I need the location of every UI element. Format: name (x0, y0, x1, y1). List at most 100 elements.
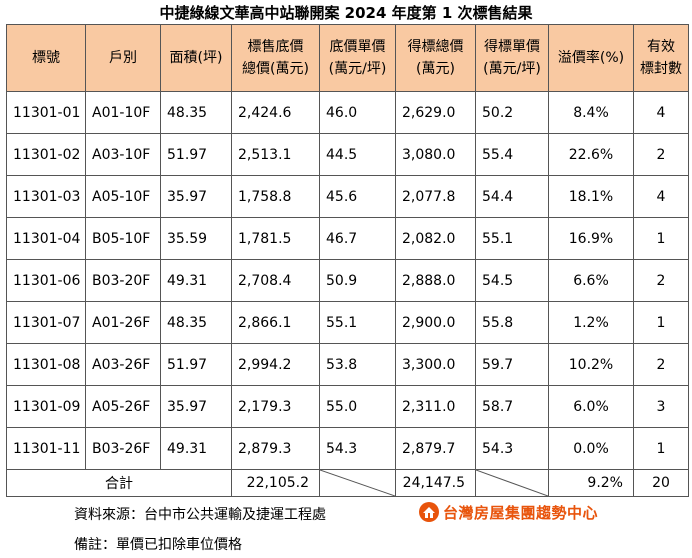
unit: A03-10F (85, 133, 161, 176)
base-unit-price: 46.0 (319, 91, 396, 134)
area: 35.59 (160, 217, 232, 260)
base-total-price: 2,424.6 (231, 91, 320, 134)
unit: A03-26F (85, 343, 161, 386)
base-unit-price: 55.0 (319, 385, 396, 428)
lot-number: 11301-11 (6, 427, 86, 470)
premium-rate: 6.0% (548, 385, 634, 428)
table-row: 11301-08 A03-26F 51.97 2,994.2 53.8 3,300.0 59… (6, 343, 689, 386)
brand-logo-icon (419, 502, 439, 522)
base-total-price: 2,708.4 (231, 259, 320, 302)
valid-bids: 1 (633, 427, 689, 470)
premium-rate: 0.0% (548, 427, 634, 470)
table-row: 11301-02 A03-10F 51.97 2,513.1 44.5 3,080.0 55… (6, 133, 689, 176)
data-source-note: 資料來源：台中市公共運輸及捷運工程處 (74, 507, 326, 523)
page-title: 中捷綠線文華高中站聯開案 2024 年度第 1 次標售結果 (159, 4, 533, 22)
base-unit-price: 44.5 (319, 133, 396, 176)
base-total-price: 1,781.5 (231, 217, 320, 260)
base-total-price: 2,179.3 (231, 385, 320, 428)
diagonal-line (320, 470, 395, 496)
table-row: 11301-03 A05-10F 35.97 1,758.8 45.6 2,077.8 54… (6, 175, 689, 218)
valid-bids: 4 (633, 175, 689, 218)
winning-total-price: 2,629.0 (395, 91, 476, 134)
valid-bids: 2 (633, 133, 689, 176)
header-row: 標號 戶別 面積(坪) 標售底價 總價(萬元) 底價單價 (萬元/坪) 得標總價 (萬… (6, 24, 689, 92)
header-cell: 標售底價 總價(萬元) (231, 24, 320, 92)
winning-total-price: 3,300.0 (395, 343, 476, 386)
premium-rate: 10.2% (548, 343, 634, 386)
winning-total-price: 2,900.0 (395, 301, 476, 344)
brand-logo: 台灣房屋集團趨勢中心 (418, 500, 598, 524)
table-row: 11301-07 A01-26F 48.35 2,866.1 55.1 2,900.0 55… (6, 301, 689, 344)
empty-cell (319, 469, 396, 497)
lot-number: 11301-04 (6, 217, 86, 260)
header-cell: 標號 (6, 24, 86, 92)
area: 48.35 (160, 91, 232, 134)
lot-number: 11301-06 (6, 259, 86, 302)
header-cell: 戶別 (85, 24, 161, 92)
unit: A05-26F (85, 385, 161, 428)
unit: A05-10F (85, 175, 161, 218)
unit: A01-10F (85, 91, 161, 134)
remark-note: 備註：單價已扣除車位價格 (74, 537, 242, 553)
lot-number: 11301-03 (6, 175, 86, 218)
total-row: 合計 22,105.2 24,147.5 9.2% 20 (6, 469, 689, 497)
winning-total-price: 2,077.8 (395, 175, 476, 218)
area: 49.31 (160, 427, 232, 470)
winning-total-price: 2,082.0 (395, 217, 476, 260)
unit: B03-20F (85, 259, 161, 302)
header-cell: 底價單價 (萬元/坪) (319, 24, 396, 92)
total-label: 合計 (6, 469, 232, 497)
base-total-price: 1,758.8 (231, 175, 320, 218)
premium-rate: 16.9% (548, 217, 634, 260)
winning-total-price: 2,888.0 (395, 259, 476, 302)
premium-rate: 6.6% (548, 259, 634, 302)
winning-unit-price: 54.4 (475, 175, 549, 218)
lot-number: 11301-01 (6, 91, 86, 134)
auction-results-table: 標號 戶別 面積(坪) 標售底價 總價(萬元) 底價單價 (萬元/坪) 得標總價 (萬… (6, 24, 689, 497)
total-base-price: 22,105.2 (231, 469, 320, 497)
table-row: 11301-11 B03-26F 49.31 2,879.3 54.3 2,879.7 54… (6, 427, 689, 470)
base-total-price: 2,879.3 (231, 427, 320, 470)
base-total-price: 2,513.1 (231, 133, 320, 176)
base-unit-price: 50.9 (319, 259, 396, 302)
total-premium-rate: 9.2% (548, 469, 634, 497)
header-cell: 溢價率(%) (548, 24, 634, 92)
valid-bids: 1 (633, 217, 689, 260)
header-cell: 有效 標封數 (633, 24, 689, 92)
premium-rate: 22.6% (548, 133, 634, 176)
valid-bids: 4 (633, 91, 689, 134)
total-valid-bids: 20 (633, 469, 689, 497)
area: 51.97 (160, 133, 232, 176)
winning-unit-price: 55.4 (475, 133, 549, 176)
base-unit-price: 45.6 (319, 175, 396, 218)
premium-rate: 8.4% (548, 91, 634, 134)
table-row: 11301-04 B05-10F 35.59 1,781.5 46.7 2,082.0 55… (6, 217, 689, 260)
lot-number: 11301-09 (6, 385, 86, 428)
table-row: 11301-06 B03-20F 49.31 2,708.4 50.9 2,888.0 54… (6, 259, 689, 302)
area: 49.31 (160, 259, 232, 302)
total-winning-price: 24,147.5 (395, 469, 476, 497)
brand-logo-text: 台灣房屋集團趨勢中心 (443, 503, 599, 522)
header-cell: 得標單價 (萬元/坪) (475, 24, 549, 92)
winning-unit-price: 59.7 (475, 343, 549, 386)
base-total-price: 2,866.1 (231, 301, 320, 344)
valid-bids: 2 (633, 343, 689, 386)
winning-unit-price: 58.7 (475, 385, 549, 428)
unit: A01-26F (85, 301, 161, 344)
winning-unit-price: 55.8 (475, 301, 549, 344)
lot-number: 11301-07 (6, 301, 86, 344)
base-unit-price: 46.7 (319, 217, 396, 260)
base-total-price: 2,994.2 (231, 343, 320, 386)
winning-unit-price: 55.1 (475, 217, 549, 260)
valid-bids: 1 (633, 301, 689, 344)
area: 51.97 (160, 343, 232, 386)
area: 35.97 (160, 385, 232, 428)
base-unit-price: 53.8 (319, 343, 396, 386)
base-unit-price: 55.1 (319, 301, 396, 344)
lot-number: 11301-08 (6, 343, 86, 386)
table-row: 11301-01 A01-10F 48.35 2,424.6 46.0 2,629.0 50… (6, 91, 689, 134)
premium-rate: 1.2% (548, 301, 634, 344)
winning-unit-price: 50.2 (475, 91, 549, 134)
table-row: 11301-09 A05-26F 35.97 2,179.3 55.0 2,311.0 58… (6, 385, 689, 428)
winning-unit-price: 54.5 (475, 259, 549, 302)
